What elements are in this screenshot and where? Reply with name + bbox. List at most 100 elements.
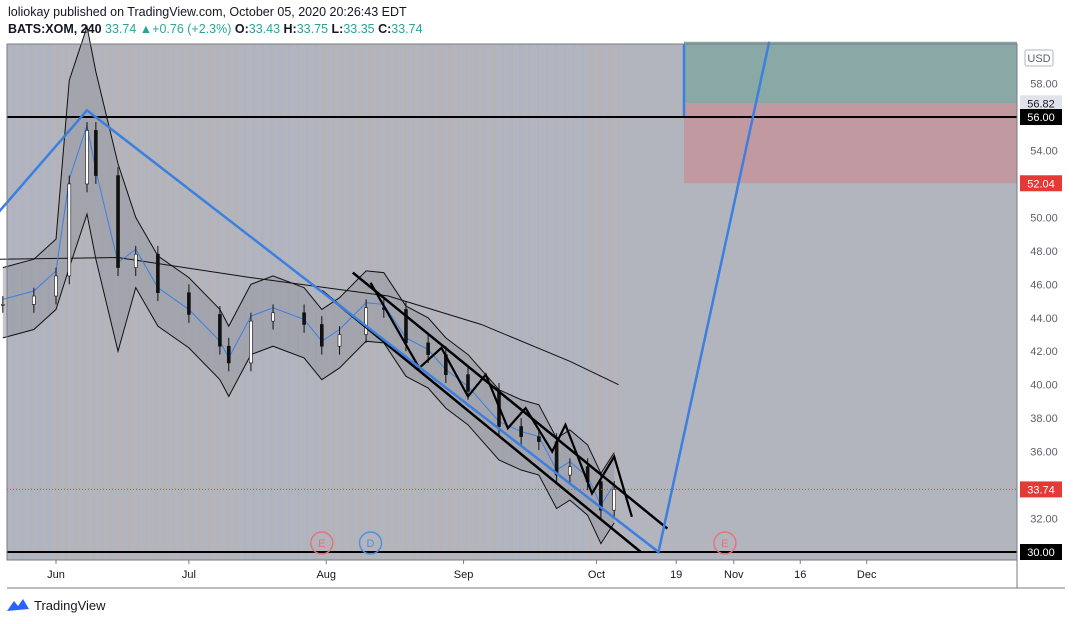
candle-body [133,253,138,268]
x-tick-label: 16 [794,569,806,581]
candle-body [466,374,470,392]
candle-body [426,342,430,355]
session-stripe [519,44,522,560]
candle-body [218,314,222,347]
close-value: 33.74 [391,22,423,36]
dividend-marker-label: D [367,538,375,550]
low-label: L: [331,22,344,36]
session-stripe [501,44,504,560]
brand-label: TradingView [34,597,106,613]
x-tick-label: Nov [724,569,744,581]
session-stripe [465,44,469,560]
price-label: 56.82 [1027,98,1055,110]
y-tick-label: 44.00 [1030,313,1058,325]
session-stripe [599,44,602,560]
session-stripe [101,44,104,560]
y-tick-label: 50.00 [1030,212,1058,224]
up-arrow-icon: ▲ [139,22,153,36]
price-label-box [1020,175,1062,192]
y-tick-label: 40.00 [1030,380,1058,392]
x-tick-label: Dec [857,569,877,581]
candle-body [319,324,324,347]
projection-path [0,41,771,555]
session-stripe [234,44,237,560]
x-tick-label: Jun [47,569,65,581]
earnings-marker-label: E [318,538,325,550]
session-stripe [492,44,496,560]
session-stripe [510,44,513,560]
session-stripe [136,44,140,560]
price-change: +0.76 (+2.3%) [152,22,232,36]
session-stripe [421,44,424,560]
price-label-box [1020,544,1062,560]
session-stripe [474,44,478,560]
candle-body [187,292,191,315]
earnings-marker-circle [310,531,334,555]
earnings-marker-label: E [721,538,728,550]
session-stripe [554,44,558,560]
high-value: 33.75 [296,22,329,36]
session-stripe [590,44,593,560]
open-value: 33.43 [248,22,281,36]
session-stripe [537,44,540,560]
stop-zone [684,103,1017,184]
candle-body [1,304,5,306]
dividend-marker-circle [358,531,383,555]
candle-body [302,312,306,325]
candle-body [32,295,36,305]
session-stripe [83,44,86,560]
candle-body [116,175,120,268]
candle-body [337,334,342,347]
y-tick-label: 32.00 [1030,514,1058,526]
session-stripe [439,44,442,560]
lower-band [2,212,615,545]
candle-body [249,320,253,364]
candle-body [519,426,523,437]
tradingview-logo-icon [7,599,29,611]
channel-upper-line [352,271,669,530]
price-label-box [1020,95,1062,112]
y-tick-label: 42.00 [1030,346,1058,358]
ohlc-line: BATS:XOM, 240 33.74 ▲+0.76 (+2.3%) O:33.… [8,21,423,38]
price-label: 33.74 [1027,484,1055,496]
x-tick-label: Jul [182,569,196,581]
upper-band [2,24,615,475]
target-zone [684,41,1017,104]
candle-body [568,466,572,476]
y-tick-label: 46.00 [1030,279,1058,291]
session-stripe [617,44,620,560]
y-tick-label: 48.00 [1030,246,1058,258]
session-stripe [412,44,415,560]
band-fill [2,26,615,544]
candle-body [271,312,275,322]
session-stripe [323,44,326,560]
session-stripe [92,44,95,560]
session-stripe [546,44,549,560]
session-stripe [65,44,68,560]
price-label-box [1020,481,1062,498]
price-chart[interactable]: EDE32.0034.0036.0038.0040.0042.0044.0046… [0,0,1073,590]
price-label-box [1020,109,1062,126]
currency-label: USD [1027,53,1050,65]
x-tick-label: 19 [670,569,682,581]
session-stripe [563,44,567,560]
last-price: 33.74 [105,22,137,36]
chart-header: loliokay published on TradingView.com, O… [8,4,423,38]
high-label: H: [283,22,297,36]
session-stripe [430,44,433,560]
session-stripe [225,44,229,560]
session-stripe [572,44,576,560]
y-tick-label: 54.00 [1030,145,1058,157]
x-tick-label: Oct [588,569,605,581]
session-stripe [608,44,611,560]
channel-lower-line [321,290,642,553]
low-value: 33.35 [343,22,375,36]
candle-body [599,481,603,511]
y-tick-label: 58.00 [1030,79,1058,91]
publisher-line: loliokay published on TradingView.com, O… [8,5,407,19]
price-label: 30.00 [1027,547,1055,559]
open-label: O: [234,22,249,36]
earnings-marker-circle [713,531,737,555]
candle-body [67,183,72,277]
session-stripe [216,44,220,560]
